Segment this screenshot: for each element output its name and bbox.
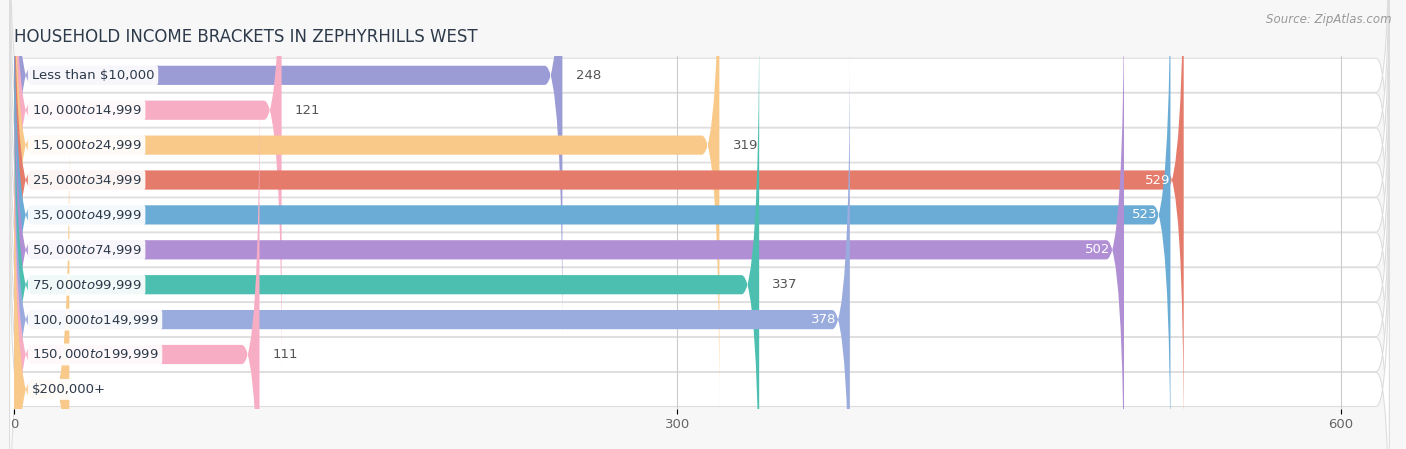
FancyBboxPatch shape (10, 162, 1389, 449)
Text: $100,000 to $149,999: $100,000 to $149,999 (32, 313, 159, 326)
Text: 529: 529 (1144, 173, 1170, 186)
FancyBboxPatch shape (14, 15, 759, 449)
Text: $10,000 to $14,999: $10,000 to $14,999 (32, 103, 142, 117)
FancyBboxPatch shape (14, 0, 1170, 449)
Text: 121: 121 (295, 104, 321, 117)
Text: 248: 248 (575, 69, 600, 82)
FancyBboxPatch shape (14, 0, 1123, 449)
FancyBboxPatch shape (10, 0, 1389, 303)
Text: 319: 319 (733, 139, 758, 152)
Text: $200,000+: $200,000+ (32, 383, 105, 396)
Text: 111: 111 (273, 348, 298, 361)
Text: $35,000 to $49,999: $35,000 to $49,999 (32, 208, 142, 222)
Text: HOUSEHOLD INCOME BRACKETS IN ZEPHYRHILLS WEST: HOUSEHOLD INCOME BRACKETS IN ZEPHYRHILLS… (14, 28, 478, 46)
FancyBboxPatch shape (10, 0, 1389, 268)
Text: Source: ZipAtlas.com: Source: ZipAtlas.com (1267, 13, 1392, 26)
Text: $15,000 to $24,999: $15,000 to $24,999 (32, 138, 142, 152)
Text: 378: 378 (811, 313, 837, 326)
FancyBboxPatch shape (14, 120, 69, 449)
FancyBboxPatch shape (10, 0, 1389, 337)
FancyBboxPatch shape (10, 57, 1389, 442)
FancyBboxPatch shape (14, 85, 260, 449)
FancyBboxPatch shape (14, 0, 1184, 449)
Text: 25: 25 (83, 383, 100, 396)
Text: 502: 502 (1085, 243, 1111, 256)
Text: 523: 523 (1132, 208, 1157, 221)
FancyBboxPatch shape (10, 22, 1389, 407)
FancyBboxPatch shape (10, 197, 1389, 449)
FancyBboxPatch shape (14, 0, 720, 415)
FancyBboxPatch shape (10, 92, 1389, 449)
FancyBboxPatch shape (10, 128, 1389, 449)
Text: $150,000 to $199,999: $150,000 to $199,999 (32, 348, 159, 361)
FancyBboxPatch shape (14, 0, 562, 345)
Text: Less than $10,000: Less than $10,000 (32, 69, 155, 82)
FancyBboxPatch shape (14, 0, 281, 380)
FancyBboxPatch shape (14, 50, 849, 449)
FancyBboxPatch shape (10, 0, 1389, 372)
Text: 337: 337 (772, 278, 799, 291)
Text: $50,000 to $74,999: $50,000 to $74,999 (32, 243, 142, 257)
Text: $25,000 to $34,999: $25,000 to $34,999 (32, 173, 142, 187)
Text: $75,000 to $99,999: $75,000 to $99,999 (32, 277, 142, 292)
